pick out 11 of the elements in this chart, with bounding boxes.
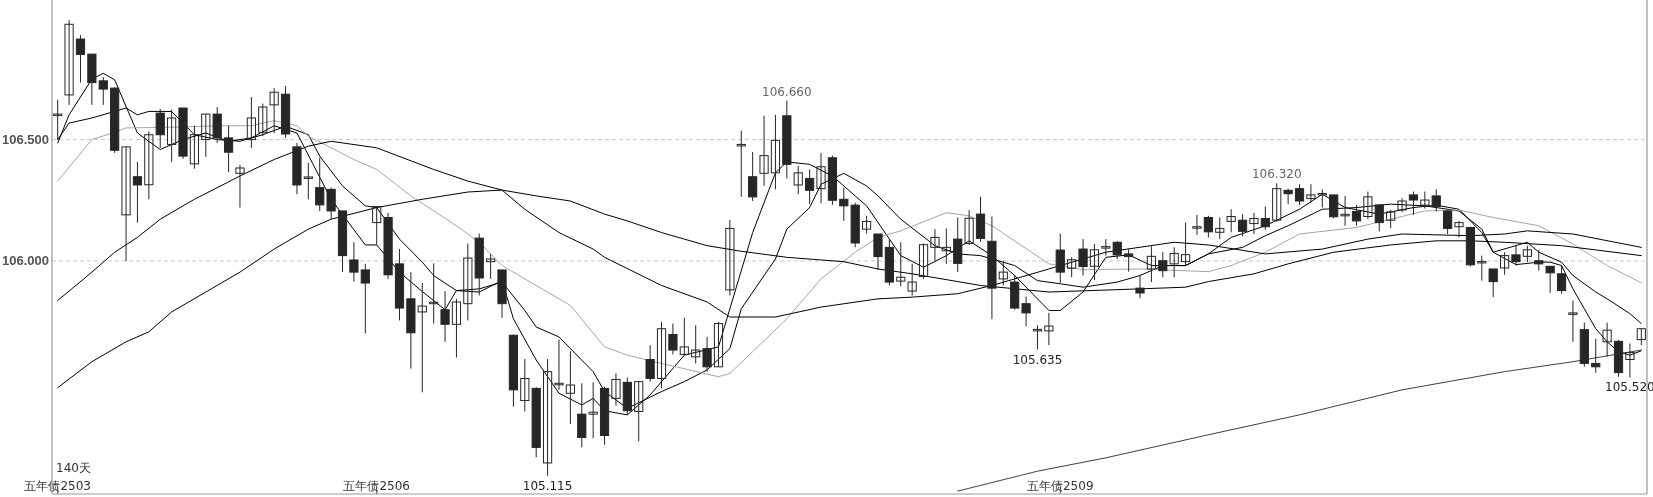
annotation: 140天 bbox=[56, 461, 91, 475]
annotation: 105.115 bbox=[522, 478, 573, 493]
annotation: 105.520 bbox=[1605, 380, 1653, 395]
y-tick-label: 106.000 bbox=[2, 253, 49, 269]
annotation: 106.320 bbox=[1251, 167, 1302, 182]
x-tick-label: 五年债2509 bbox=[1026, 479, 1094, 493]
annotation: 106.660 bbox=[762, 84, 812, 99]
y-tick-label: 106.500 bbox=[2, 132, 49, 148]
x-tick-label: 五年债2503 bbox=[24, 479, 91, 493]
x-tick-label: 五年债2506 bbox=[343, 479, 410, 493]
annotation: 105.635 bbox=[1012, 352, 1063, 367]
